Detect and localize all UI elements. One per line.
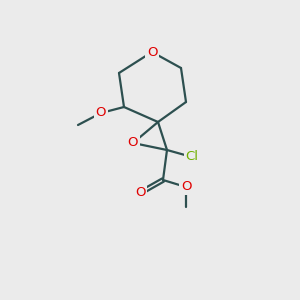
Text: Cl: Cl [185, 151, 199, 164]
Text: O: O [135, 187, 145, 200]
Text: O: O [147, 46, 157, 59]
Text: O: O [128, 136, 138, 149]
Text: O: O [96, 106, 106, 119]
Text: O: O [181, 181, 191, 194]
